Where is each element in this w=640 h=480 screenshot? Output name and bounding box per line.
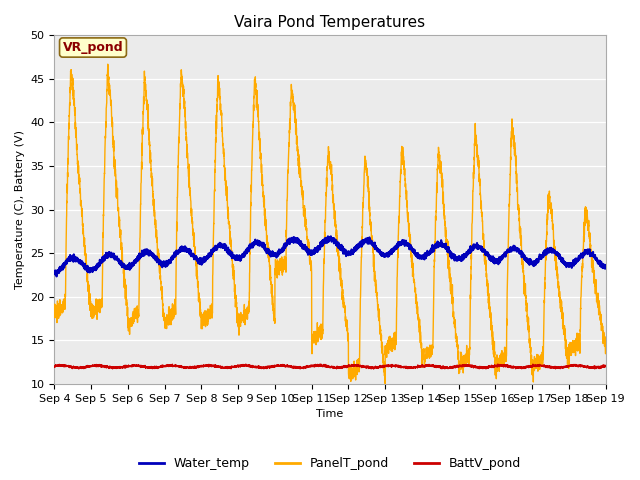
Title: Vaira Pond Temperatures: Vaira Pond Temperatures	[234, 15, 426, 30]
Legend: Water_temp, PanelT_pond, BattV_pond: Water_temp, PanelT_pond, BattV_pond	[134, 452, 526, 475]
Y-axis label: Temperature (C), Battery (V): Temperature (C), Battery (V)	[15, 130, 25, 289]
X-axis label: Time: Time	[316, 409, 344, 419]
Text: VR_pond: VR_pond	[63, 41, 124, 54]
